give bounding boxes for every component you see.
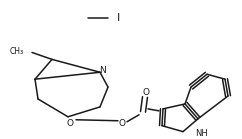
Text: NH: NH xyxy=(195,129,208,138)
Text: N: N xyxy=(100,66,106,75)
Text: O: O xyxy=(119,119,126,128)
Text: O: O xyxy=(67,119,74,128)
Text: CH₃: CH₃ xyxy=(10,47,24,56)
Text: I: I xyxy=(116,13,120,23)
Text: O: O xyxy=(143,88,150,97)
